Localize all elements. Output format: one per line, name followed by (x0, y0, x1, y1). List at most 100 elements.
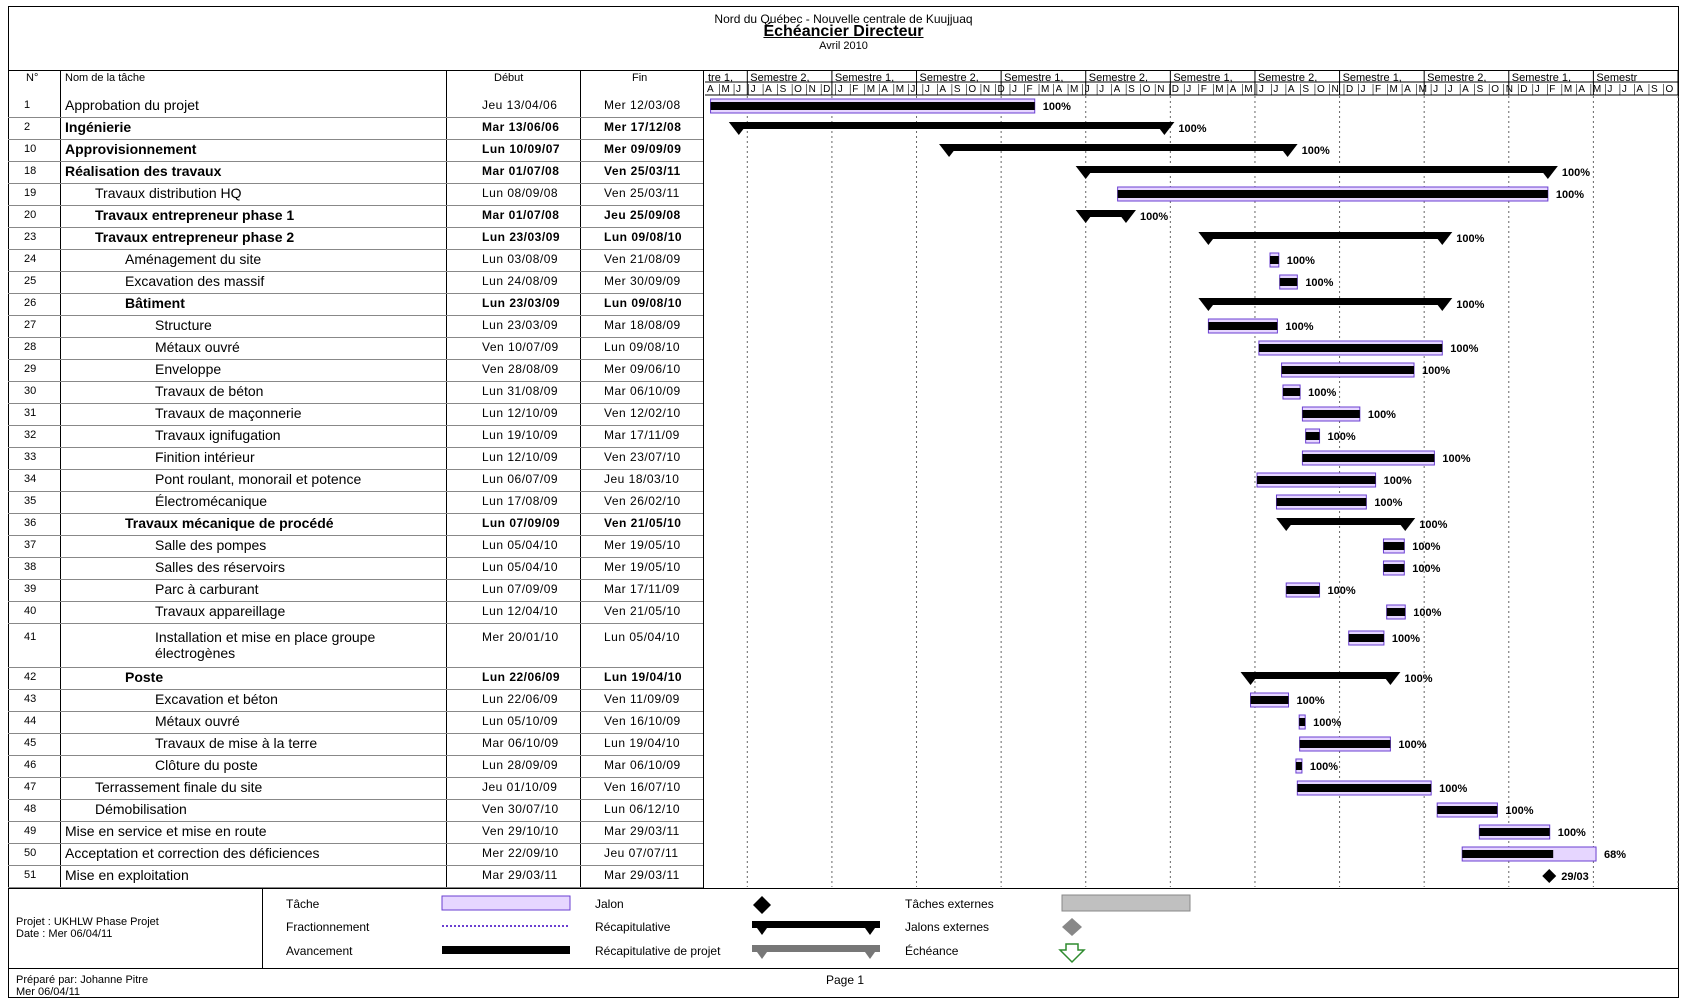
task-id: 32 (24, 429, 37, 441)
row-separator (8, 227, 703, 228)
task-end-date: Lun 06/12/10 (604, 802, 681, 816)
percent-complete-label: 100% (1456, 299, 1484, 311)
percent-complete-label: 100% (1305, 277, 1333, 289)
col-header-end[interactable]: Fin (632, 72, 648, 84)
row-separator (8, 117, 703, 118)
legend-date: Date : Mer 06/04/11 (16, 928, 113, 940)
task-end-date: Mer 30/09/09 (604, 274, 681, 288)
timeline-month: A (1578, 84, 1585, 95)
task-end-date: Lun 05/04/10 (604, 630, 681, 644)
summary-start-cap (728, 122, 749, 135)
timeline-month: J (1186, 84, 1192, 95)
timeline-month: J (1099, 84, 1105, 95)
task-id: 10 (24, 143, 37, 155)
task-start-date: Lun 03/08/09 (482, 252, 559, 266)
task-name: Électromécanique (155, 493, 268, 509)
task-start-date: Mar 13/06/06 (482, 120, 560, 134)
timeline-month: M (1389, 84, 1398, 95)
task-id: 46 (24, 759, 37, 771)
task-name: Finition intérieur (155, 449, 255, 465)
task-name: Aménagement du site (125, 251, 262, 267)
task-name: Travaux entrepreneur phase 1 (95, 207, 295, 223)
legend-summary-sample (752, 921, 880, 928)
task-name: Installation et mise en place groupe (155, 629, 376, 645)
progress-bar (1348, 634, 1384, 642)
task-name: Travaux entrepreneur phase 2 (95, 229, 295, 245)
summary-bar (1208, 232, 1443, 239)
progress-bar (1302, 410, 1360, 418)
task-id: 30 (24, 385, 37, 397)
summary-bar (1250, 672, 1391, 679)
timeline-month: M (1563, 84, 1573, 95)
progress-bar (1479, 828, 1550, 836)
progress-bar (1295, 762, 1302, 770)
task-start-date: Lun 19/10/09 (482, 428, 559, 442)
row-separator (8, 557, 703, 558)
row-separator (8, 381, 703, 382)
timeline-month: J (1011, 84, 1017, 95)
task-id: 28 (24, 341, 37, 353)
row-separator (8, 799, 703, 800)
summary-start-cap (1075, 166, 1096, 179)
task-name: Approbation du projet (65, 97, 199, 113)
row-separator (8, 359, 703, 360)
timeline-month: M (1244, 84, 1253, 95)
timeline-month: S (1128, 84, 1135, 95)
task-start-date: Mar 29/03/11 (482, 868, 558, 882)
task-start-date: Lun 22/06/09 (482, 670, 561, 684)
legend-label-split: Fractionnement (286, 920, 370, 934)
col-header-start[interactable]: Début (494, 72, 524, 84)
row-separator (8, 139, 703, 140)
timeline-month: J (1084, 84, 1090, 95)
task-name: Démobilisation (95, 801, 187, 817)
task-id: 33 (24, 451, 37, 463)
task-start-date: Mer 20/01/10 (482, 630, 559, 644)
task-end-date: Mer 09/06/10 (604, 362, 681, 376)
task-id: 24 (24, 253, 37, 265)
timeline-period: Semestre 1, (1342, 72, 1402, 84)
task-name: Mise en exploitation (65, 867, 189, 883)
summary-start-cap (1198, 232, 1219, 245)
task-id: 1 (24, 99, 31, 111)
row-separator (8, 249, 703, 250)
timeline-month: J (750, 84, 756, 95)
row-separator (8, 887, 703, 888)
page-number: Page 1 (826, 973, 865, 987)
progress-bar (1437, 806, 1498, 814)
task-start-date: Lun 08/09/08 (482, 186, 559, 200)
summary-end-cap (1537, 166, 1558, 179)
progress-bar (1279, 278, 1298, 286)
task-start-date: Mar 06/10/09 (482, 736, 559, 750)
summary-bar (1208, 298, 1443, 305)
timeline-period: tre 1, (708, 72, 734, 84)
legend-separator (8, 888, 1679, 889)
task-end-date: Mer 19/05/10 (604, 538, 681, 552)
percent-complete-label: 100% (1404, 673, 1432, 685)
progress-bar (1462, 850, 1554, 858)
task-name: Mise en service et mise en route (65, 823, 267, 839)
timeline-period: Semestre 2, (919, 72, 979, 84)
timeline-month: J (736, 84, 742, 95)
timeline-month: M (721, 84, 730, 95)
row-separator (8, 843, 703, 844)
col-header-id[interactable]: N° (26, 72, 39, 84)
task-id: 31 (24, 407, 37, 419)
task-end-date: Jeu 18/03/10 (604, 472, 680, 486)
timeline-month: J (1273, 84, 1279, 95)
percent-complete-label: 100% (1178, 123, 1206, 135)
task-name: Travaux mécanique de procédé (125, 515, 334, 531)
task-id: 37 (24, 539, 37, 551)
task-id: 43 (24, 693, 37, 705)
percent-complete-label: 100% (1313, 717, 1341, 729)
timeline-month: N (1157, 84, 1165, 95)
task-end-date: Lun 09/08/10 (604, 230, 683, 244)
task-name: Métaux ouvré (155, 339, 240, 355)
timeline-month: N (1505, 84, 1513, 95)
row-separator (8, 865, 703, 866)
header-separator (8, 70, 1679, 71)
timeline-month: A (707, 84, 714, 95)
percent-complete-label: 100% (1413, 607, 1441, 619)
task-end-date: Mar 17/11/09 (604, 428, 680, 442)
timeline-month: F (1549, 84, 1556, 95)
col-header-name[interactable]: Nom de la tâche (65, 72, 146, 84)
